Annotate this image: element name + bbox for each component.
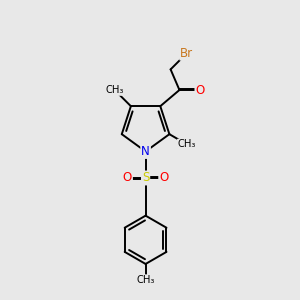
Text: S: S xyxy=(142,172,149,184)
Text: N: N xyxy=(141,145,150,158)
Text: CH₃: CH₃ xyxy=(106,85,124,95)
Text: O: O xyxy=(195,83,205,97)
Text: CH₃: CH₃ xyxy=(178,140,196,149)
Text: O: O xyxy=(159,172,169,184)
Text: CH₃: CH₃ xyxy=(136,275,155,285)
Text: Br: Br xyxy=(180,47,194,60)
Text: O: O xyxy=(123,172,132,184)
